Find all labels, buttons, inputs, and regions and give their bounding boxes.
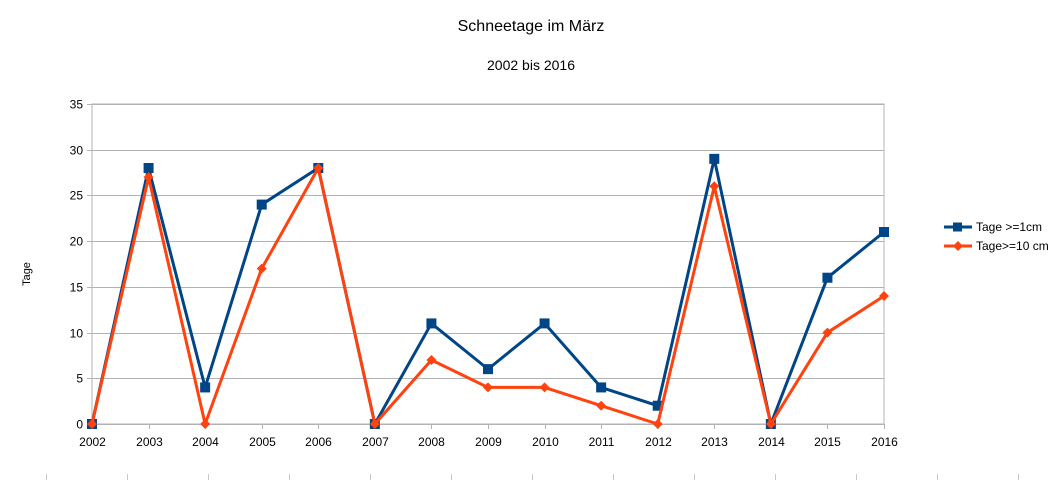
data-point-series-1 <box>709 153 720 164</box>
x-tick-label: 2007 <box>362 435 389 449</box>
data-point-series-2 <box>596 400 607 411</box>
data-point-series-2 <box>200 419 211 429</box>
legend-swatch-series-2 <box>944 241 972 251</box>
data-point-series-2 <box>256 263 267 274</box>
chart-title: Schneetage im März <box>457 18 605 35</box>
data-point-series-2 <box>313 163 324 173</box>
plot-area <box>91 103 885 425</box>
x-tick-label: 2015 <box>814 435 841 449</box>
x-tick-label: 2008 <box>418 435 445 449</box>
x-tick-label: 2012 <box>645 435 672 449</box>
legend-swatch-series-1 <box>944 222 972 232</box>
data-point-series-2 <box>652 419 663 429</box>
y-tick-label: 10 <box>70 327 84 341</box>
x-tick-label: 2011 <box>589 435 615 449</box>
x-tick-label: 2004 <box>192 435 219 449</box>
data-point-series-1 <box>143 163 154 173</box>
x-tick-label: 2010 <box>532 435 559 449</box>
x-tick-label: 2014 <box>758 435 785 449</box>
data-point-series-1 <box>539 318 550 329</box>
data-point-series-1 <box>256 199 267 210</box>
x-tick-label: 2002 <box>79 435 106 449</box>
y-tick-label: 15 <box>70 281 84 295</box>
data-point-series-2 <box>426 355 437 365</box>
data-point-series-2 <box>539 382 550 393</box>
y-tick-label: 0 <box>76 418 83 432</box>
data-point-series-2 <box>879 291 889 301</box>
x-tick-label: 2009 <box>475 435 502 449</box>
x-tick-label: 2016 <box>871 435 898 449</box>
x-tick-label: 2005 <box>249 435 276 449</box>
data-point-series-2 <box>765 419 776 429</box>
x-tick-label: 2013 <box>701 435 728 449</box>
data-point-series-1 <box>426 318 437 329</box>
legend-label-series-2: Tage>=10 cm <box>976 239 1049 253</box>
data-point-series-1 <box>879 227 889 237</box>
y-tick-label: 20 <box>70 235 84 249</box>
data-point-series-1 <box>652 400 663 411</box>
data-point-series-2 <box>369 419 380 429</box>
x-tick-label: 2003 <box>136 435 163 449</box>
data-point-series-1 <box>596 382 607 393</box>
data-point-series-1 <box>200 382 211 393</box>
y-tick-label: 35 <box>70 98 84 112</box>
data-point-series-2 <box>143 172 154 183</box>
x-tick-label: 2006 <box>305 435 332 449</box>
data-point-series-2 <box>822 327 833 338</box>
legend-label-series-1: Tage >=1cm <box>976 220 1043 234</box>
data-point-series-2 <box>709 181 720 192</box>
y-tick-label: 30 <box>70 144 84 158</box>
chart-subtitle: 2002 bis 2016 <box>487 57 575 73</box>
data-point-series-2 <box>483 382 493 393</box>
data-point-series-1 <box>822 272 833 283</box>
data-point-series-2 <box>87 419 97 429</box>
y-tick-label: 5 <box>76 372 83 386</box>
data-point-series-1 <box>483 364 493 375</box>
y-tick-label: 25 <box>70 189 84 203</box>
